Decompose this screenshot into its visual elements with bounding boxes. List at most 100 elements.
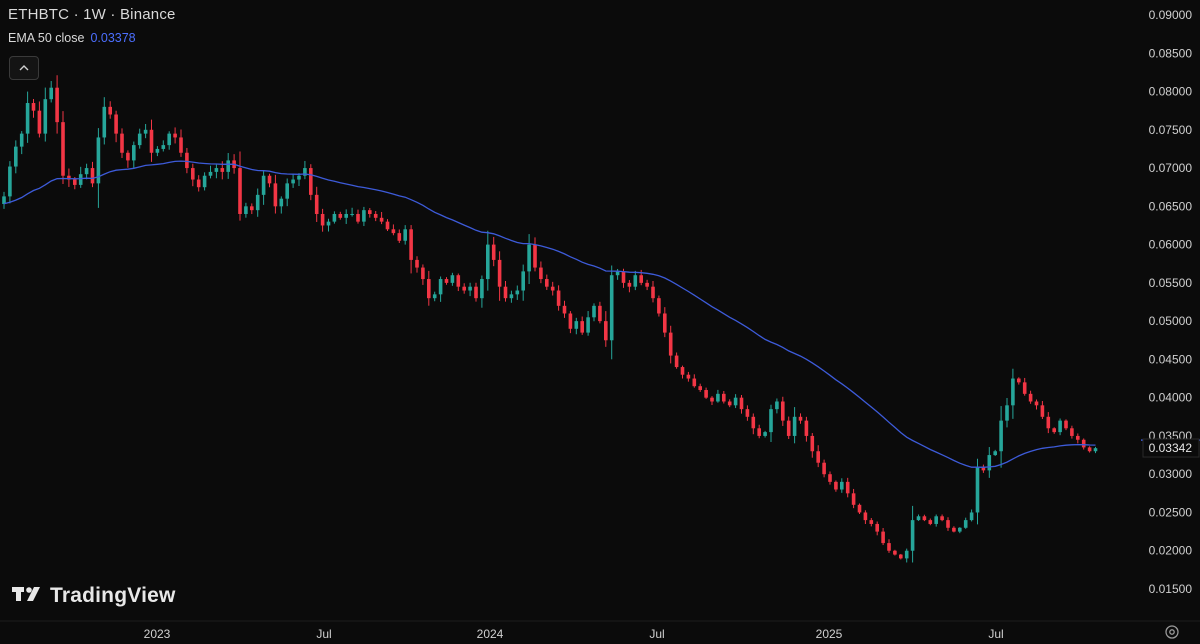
candle-body[interactable]	[704, 390, 708, 398]
candle-body[interactable]	[350, 213, 354, 215]
candle-body[interactable]	[663, 313, 667, 333]
candle-body[interactable]	[751, 416, 756, 429]
candle-body[interactable]	[1064, 420, 1068, 429]
candle-body[interactable]	[491, 244, 496, 260]
candle-body[interactable]	[651, 286, 655, 299]
candle-body[interactable]	[840, 481, 844, 490]
candle-body[interactable]	[432, 294, 437, 299]
candle-body[interactable]	[474, 286, 478, 299]
candle-body[interactable]	[745, 409, 750, 417]
candle-body[interactable]	[621, 271, 626, 283]
candle-body[interactable]	[409, 229, 413, 260]
candle-body[interactable]	[503, 286, 508, 299]
candle-body[interactable]	[515, 290, 520, 295]
candle-body[interactable]	[214, 168, 219, 172]
candle-body[interactable]	[574, 321, 579, 329]
candle-body[interactable]	[102, 106, 107, 138]
candle-body[interactable]	[1005, 405, 1009, 421]
candle-body[interactable]	[969, 512, 974, 521]
candle-body[interactable]	[126, 152, 130, 161]
candle-body[interactable]	[173, 133, 177, 138]
candle-body[interactable]	[191, 168, 195, 180]
candle-body[interactable]	[427, 279, 431, 299]
candle-body[interactable]	[1034, 401, 1039, 406]
candle-body[interactable]	[580, 321, 584, 333]
candle-body[interactable]	[763, 432, 767, 436]
candle-body[interactable]	[356, 213, 360, 222]
candle-body[interactable]	[946, 520, 950, 528]
candle-body[interactable]	[373, 213, 378, 218]
candle-body[interactable]	[539, 267, 543, 280]
candle-body[interactable]	[61, 122, 65, 176]
candle-body[interactable]	[238, 168, 242, 214]
candle-body[interactable]	[722, 393, 726, 402]
candle-body[interactable]	[692, 378, 697, 387]
candle-body[interactable]	[928, 520, 933, 524]
candle-body[interactable]	[291, 179, 295, 184]
candle-body[interactable]	[137, 133, 142, 146]
candle-body[interactable]	[397, 233, 402, 241]
candle-body[interactable]	[792, 416, 797, 436]
candle-body[interactable]	[981, 466, 986, 471]
candle-body[interactable]	[25, 103, 30, 134]
candle-body[interactable]	[486, 244, 490, 280]
candle-body[interactable]	[143, 129, 148, 134]
candle-body[interactable]	[320, 213, 325, 226]
candle-body[interactable]	[84, 168, 89, 175]
candle-body[interactable]	[244, 206, 248, 214]
candle-body[interactable]	[680, 367, 685, 375]
candle-body[interactable]	[385, 221, 390, 230]
candle-body[interactable]	[421, 267, 425, 280]
candle-body[interactable]	[910, 520, 915, 551]
tradingview-logo[interactable]: TradingView	[12, 584, 176, 608]
candle-body[interactable]	[562, 305, 567, 314]
candle-body[interactable]	[155, 148, 160, 153]
candle-body[interactable]	[769, 409, 773, 433]
candle-body[interactable]	[226, 160, 230, 172]
candle-body[interactable]	[456, 275, 461, 287]
candle-body[interactable]	[43, 99, 48, 134]
candle-body[interactable]	[1017, 378, 1021, 383]
candle-body[interactable]	[468, 286, 472, 291]
candle-body[interactable]	[887, 543, 891, 551]
candle-body[interactable]	[810, 435, 815, 452]
candle-body[interactable]	[657, 298, 661, 314]
candle-body[interactable]	[220, 168, 225, 172]
candle-body[interactable]	[550, 286, 555, 291]
candle-body[interactable]	[786, 420, 791, 436]
candle-body[interactable]	[1070, 428, 1074, 436]
candle-body[interactable]	[55, 87, 59, 123]
candle-body[interactable]	[67, 175, 71, 180]
candle-body[interactable]	[668, 332, 673, 356]
candle-body[interactable]	[999, 420, 1003, 452]
candle-body[interactable]	[633, 275, 638, 287]
candle-body[interactable]	[1046, 416, 1051, 429]
candle-body[interactable]	[185, 152, 189, 169]
candle-body[interactable]	[775, 401, 779, 410]
candle-body[interactable]	[362, 210, 366, 222]
candle-body[interactable]	[615, 271, 620, 276]
candle-body[interactable]	[733, 397, 738, 406]
candle-body[interactable]	[450, 275, 455, 283]
candle-body[interactable]	[798, 416, 803, 421]
candle-body[interactable]	[196, 179, 201, 188]
candle-body[interactable]	[940, 516, 944, 521]
candle-body[interactable]	[857, 504, 862, 513]
candle-body[interactable]	[267, 175, 272, 184]
candle-body[interactable]	[132, 145, 136, 161]
candle-body[interactable]	[1022, 382, 1027, 394]
candle-body[interactable]	[822, 462, 826, 475]
candle-body[interactable]	[875, 523, 879, 532]
candle-body[interactable]	[674, 355, 679, 368]
candle-body[interactable]	[757, 428, 761, 436]
candle-body[interactable]	[1058, 420, 1062, 433]
candle-body[interactable]	[851, 493, 856, 505]
candle-body[interactable]	[108, 106, 112, 115]
candle-body[interactable]	[904, 550, 909, 559]
candle-body[interactable]	[120, 133, 124, 153]
candle-body[interactable]	[202, 175, 207, 188]
candle-body[interactable]	[598, 305, 602, 322]
candle-body[interactable]	[727, 401, 732, 406]
candle-body[interactable]	[285, 183, 289, 199]
candle-body[interactable]	[545, 279, 549, 287]
